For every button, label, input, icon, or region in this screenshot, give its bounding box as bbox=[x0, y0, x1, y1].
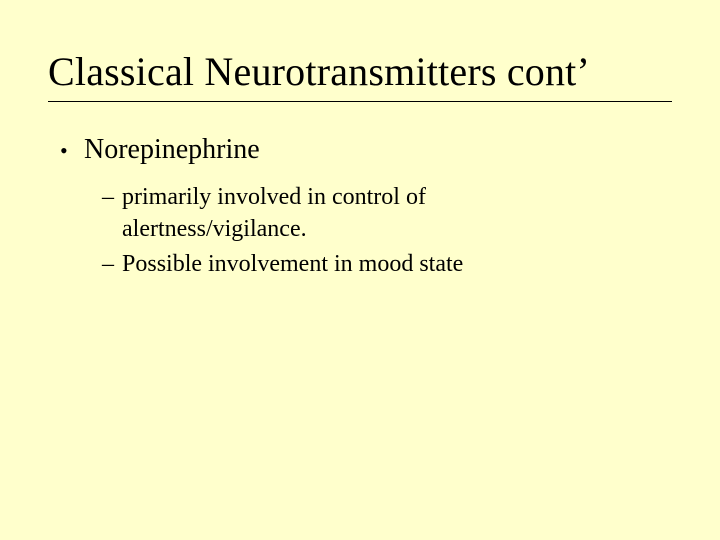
dash-marker-icon: – bbox=[102, 249, 122, 280]
list-item: • Norepinephrine bbox=[60, 132, 672, 168]
slide-title: Classical Neurotransmitters cont’ bbox=[48, 48, 672, 102]
slide: Classical Neurotransmitters cont’ • Nore… bbox=[0, 0, 720, 540]
subitem-text: Possible involvement in mood state bbox=[122, 249, 463, 280]
subitem-text: primarily involved in control of alertne… bbox=[122, 182, 542, 244]
bullet-text: Norepinephrine bbox=[84, 132, 260, 168]
list-item: – Possible involvement in mood state bbox=[102, 249, 672, 280]
dash-marker-icon: – bbox=[102, 182, 122, 213]
bullet-level1: • Norepinephrine bbox=[60, 132, 672, 168]
bullet-level2: – primarily involved in control of alert… bbox=[102, 182, 672, 280]
bullet-marker-icon: • bbox=[60, 137, 84, 166]
list-item: – primarily involved in control of alert… bbox=[102, 182, 672, 244]
